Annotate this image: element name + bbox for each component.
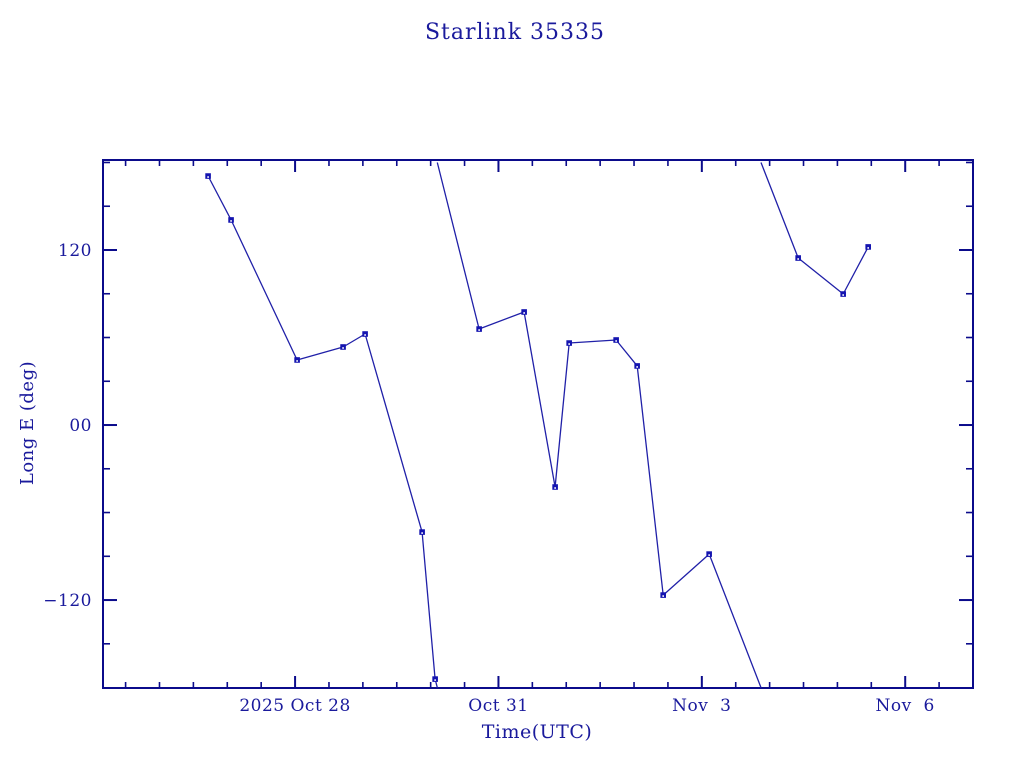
data-marker [362,331,368,337]
data-marker-center [230,220,232,222]
data-marker-center [296,360,298,362]
y-axis-label: Long E (deg) [17,361,38,485]
plot-frame [102,159,974,689]
tick-layer: 2025 Oct 28 Oct 31 Nov 3 Nov 6 120 00 −120 [43,160,973,716]
data-marker-center [615,340,617,342]
data-marker-center [364,334,366,336]
data-marker-center [207,176,209,178]
data-layer [205,162,871,688]
data-marker-center [636,366,638,368]
data-line [436,162,762,688]
data-marker [552,484,558,490]
data-marker [205,173,211,179]
y-tick-label: 00 [69,416,92,436]
data-marker [476,326,482,332]
data-marker-center [421,532,423,534]
data-marker [432,676,438,682]
data-marker-center [342,347,344,349]
x-tick-label: 2025 Oct 28 [239,696,351,716]
data-marker [660,592,666,598]
data-marker [521,309,527,315]
data-marker [419,529,425,535]
data-marker [865,244,871,250]
chart-title: Starlink 35335 [425,20,605,45]
data-marker-center [554,487,556,489]
x-tick-label: Nov 3 [672,696,731,716]
data-marker-center [797,258,799,260]
data-marker [840,291,846,297]
data-marker-center [434,679,436,681]
y-tick-label: 120 [58,241,92,261]
x-tick-label: Nov 6 [876,696,935,716]
data-marker-center [867,247,869,249]
data-marker-center [478,329,480,331]
data-marker-center [708,554,710,556]
x-tick-label: Oct 31 [468,696,528,716]
data-marker [795,255,801,261]
plot-frame-layer [102,159,974,689]
y-tick-label: −120 [43,591,92,611]
data-marker [340,344,346,350]
data-marker [634,363,640,369]
data-marker-center [662,595,664,597]
x-axis-label: Time(UTC) [482,721,593,743]
data-marker-center [568,343,570,345]
data-line [760,162,869,295]
data-marker [566,340,572,346]
data-marker [294,357,300,363]
data-marker-center [523,312,525,314]
data-marker [706,551,712,557]
data-marker-center [842,294,844,296]
data-marker [228,217,234,223]
data-line [207,175,438,688]
data-marker [613,337,619,343]
